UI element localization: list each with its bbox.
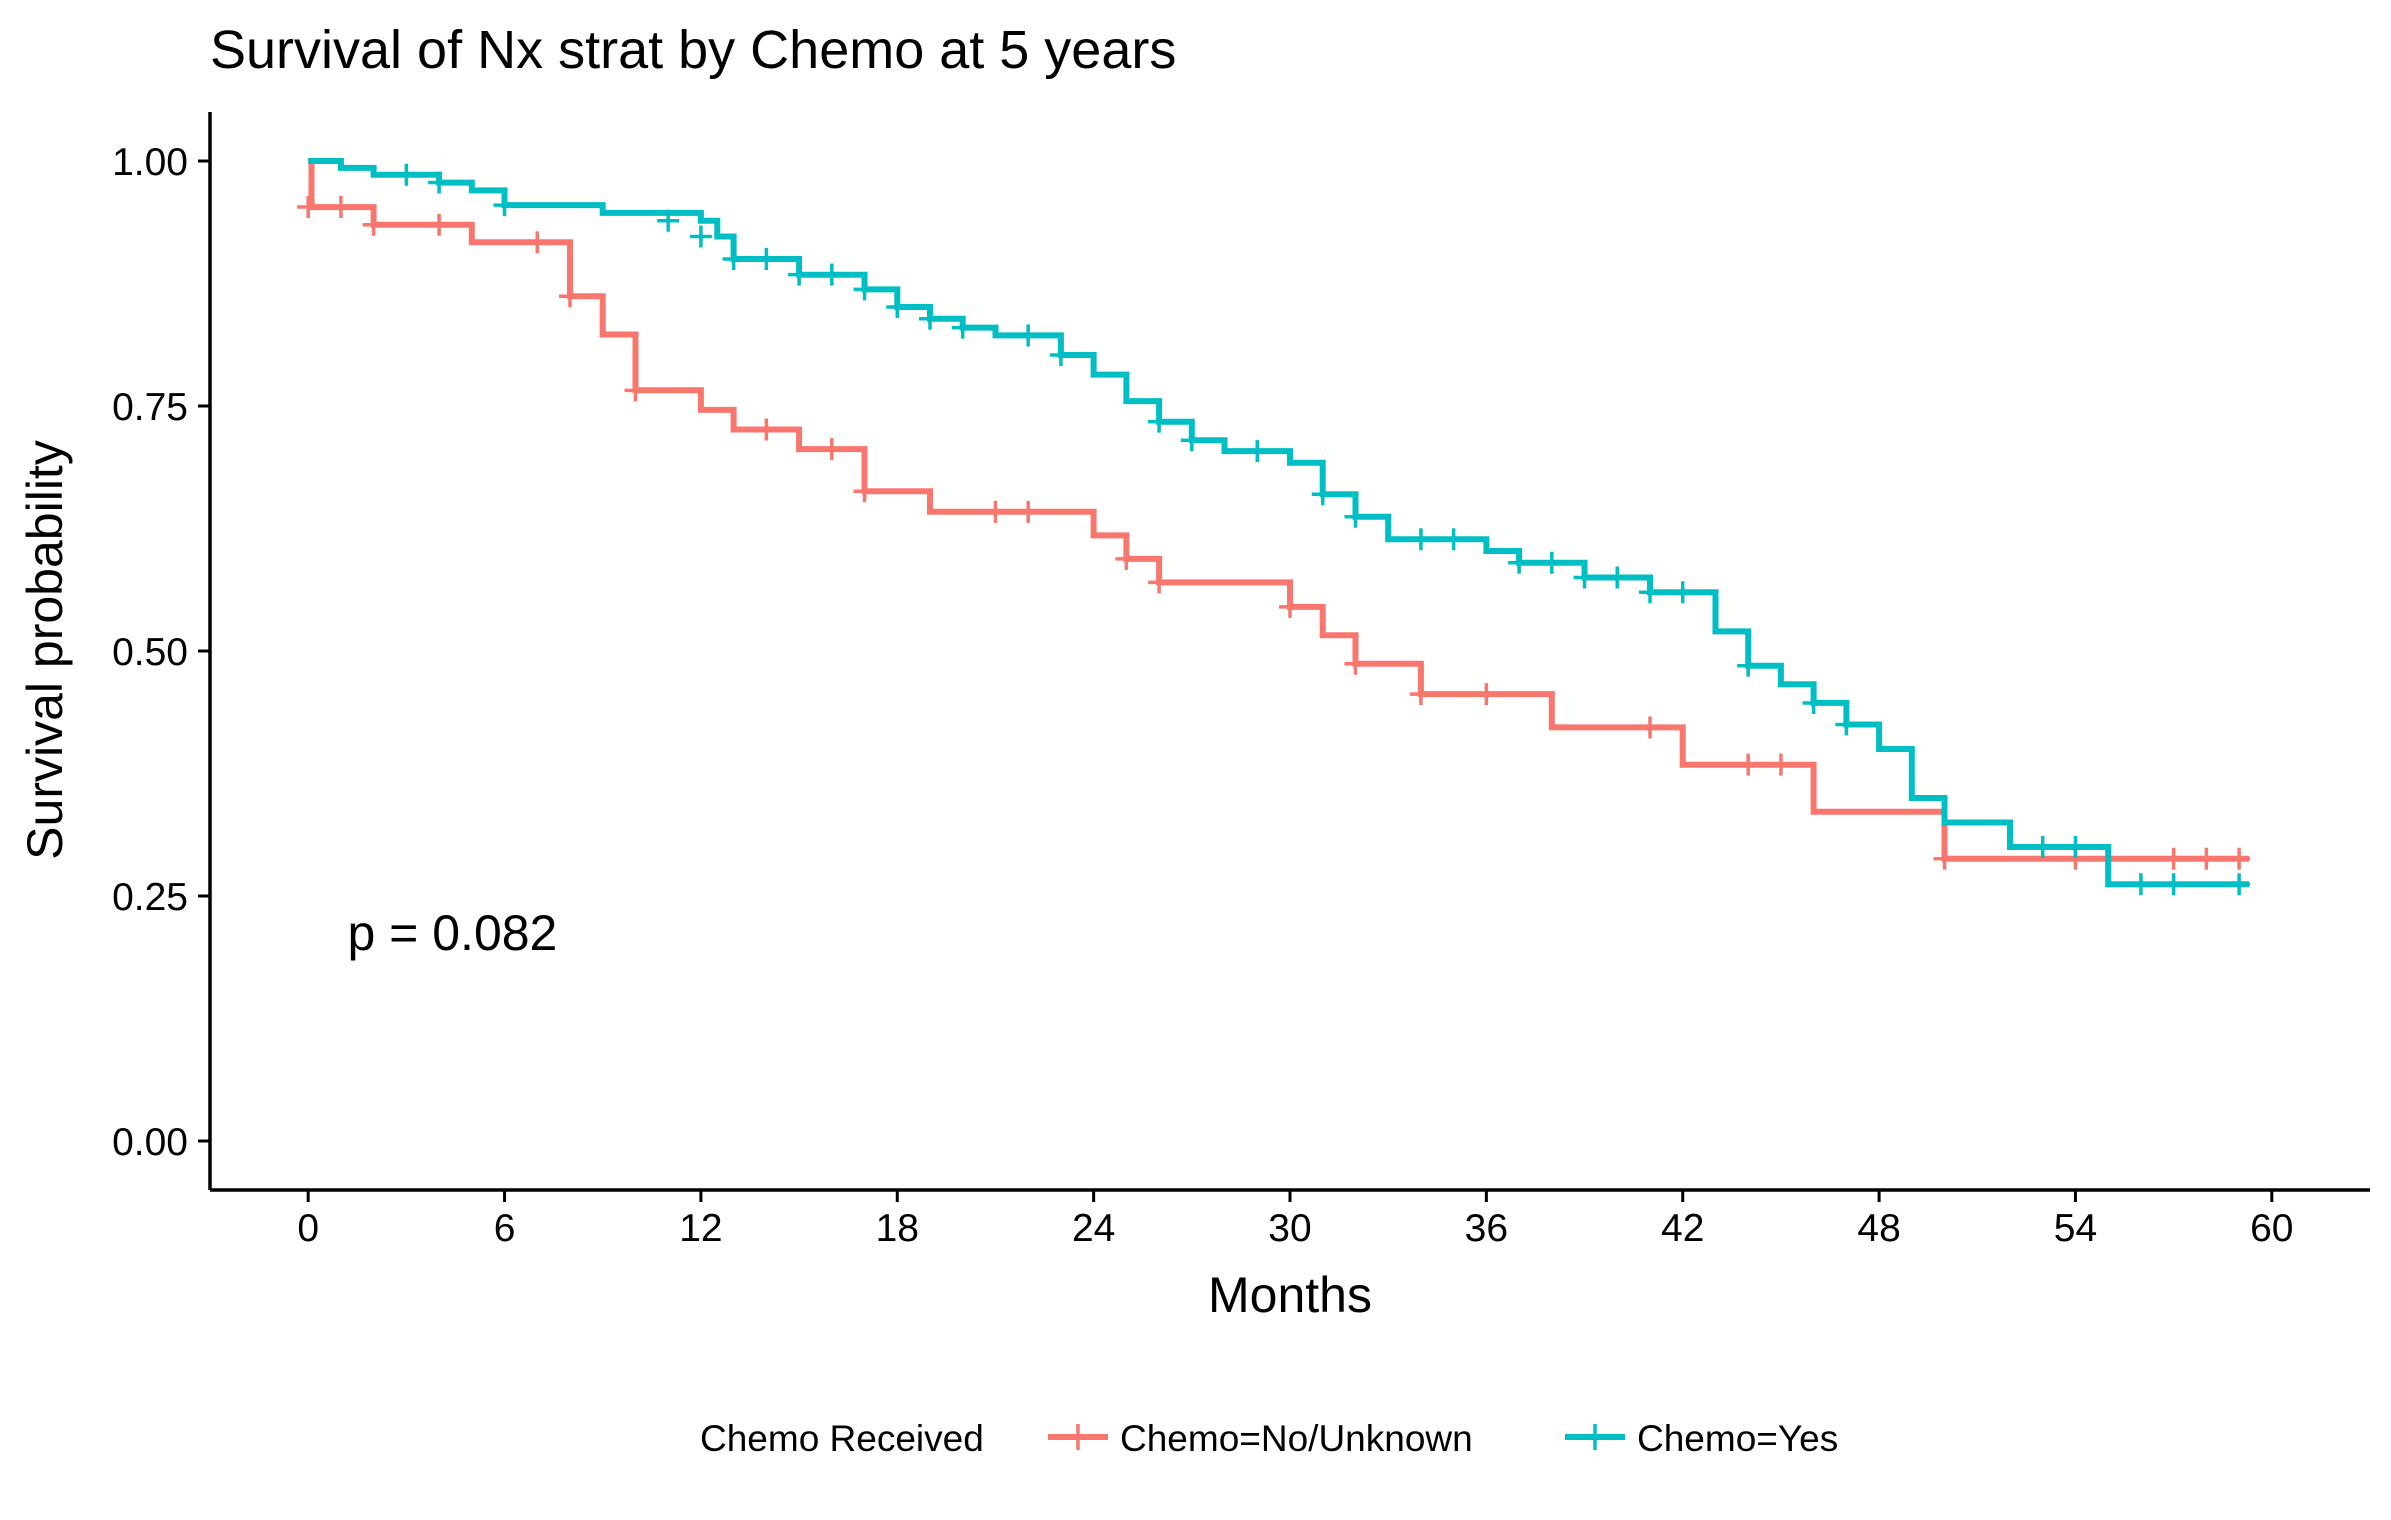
censor-mark-chemo-yes [493, 194, 516, 217]
censor-mark-chemo-yes [2162, 873, 2185, 896]
censor-mark-chemo-no-unknown [297, 196, 320, 219]
y-tick-label: 0.25 [112, 876, 188, 919]
censor-mark-chemo-yes [1639, 581, 1661, 604]
censor-mark-chemo-no-unknown [1017, 500, 1040, 523]
p-value-annotation: p = 0.082 [347, 905, 557, 961]
censor-mark-chemo-yes [1508, 551, 1531, 574]
censor-mark-chemo-no-unknown [984, 500, 1007, 523]
y-axis-title: Survival probability [17, 440, 73, 860]
censor-mark-chemo-no-unknown [755, 418, 778, 441]
censor-mark-chemo-yes [1573, 566, 1596, 589]
x-tick-label: 24 [1072, 1207, 1115, 1250]
censor-mark-chemo-yes [722, 248, 745, 270]
censor-mark-chemo-yes [1802, 691, 1825, 714]
x-tick-label: 42 [1661, 1207, 1704, 1250]
x-tick-label: 48 [1857, 1207, 1900, 1250]
censor-mark-chemo-yes [1180, 429, 1203, 452]
x-tick-label: 12 [679, 1207, 722, 1250]
censor-mark-chemo-yes [2228, 873, 2251, 896]
censor-mark-chemo-yes [1311, 483, 1334, 506]
y-tick-label: 0.00 [112, 1121, 188, 1164]
legend-items: Chemo=No/Unknown Chemo=Yes [1048, 1418, 1838, 1459]
legend-label-chemo-no-unknown: Chemo=No/Unknown [1120, 1418, 1473, 1459]
censor-mark-chemo-no-unknown [624, 379, 647, 402]
censor-mark-chemo-yes [1540, 551, 1563, 574]
x-tick-label: 36 [1465, 1207, 1508, 1250]
censor-mark-chemo-yes [1344, 505, 1367, 528]
censor-mark-chemo-yes [428, 171, 451, 194]
censor-mark-chemo-no-unknown [1639, 716, 1661, 739]
censor-mark-chemo-no-unknown [853, 480, 876, 503]
censor-mark-chemo-no-unknown [1933, 847, 1956, 870]
censor-mark-chemo-no-unknown [329, 196, 352, 219]
censor-mark-chemo-yes [1148, 410, 1171, 433]
censor-mark-chemo-no-unknown [428, 213, 451, 236]
censor-mark-chemo-no-unknown [2195, 847, 2218, 870]
censor-mark-chemo-no-unknown [820, 438, 843, 461]
legend-label-chemo-yes: Chemo=Yes [1637, 1418, 1838, 1459]
censor-mark-chemo-yes [2129, 873, 2152, 896]
censor-mark-chemo-yes [951, 316, 974, 339]
censor-mark-chemo-yes [657, 209, 680, 232]
censor-mark-chemo-yes [1246, 440, 1269, 463]
censor-mark-chemo-no-unknown [1279, 595, 1301, 618]
x-tick-label: 0 [297, 1207, 319, 1250]
censor-mark-chemo-no-unknown [1737, 753, 1760, 776]
censor-mark-chemo-no-unknown [362, 213, 385, 236]
y-axis: 0.00 0.25 0.50 0.75 1.00 [112, 112, 212, 1190]
y-tick-label: 1.00 [112, 141, 188, 184]
censor-mark-chemo-yes [2031, 836, 2054, 858]
censor-mark-chemo-yes [1409, 528, 1432, 551]
censor-mark-chemo-yes [853, 278, 876, 301]
survival-curve-chemo-yes [308, 158, 2249, 888]
chart-title: Survival of Nx strat by Chemo at 5 years [210, 20, 1176, 80]
censor-mark-chemo-no-unknown [1769, 753, 1792, 776]
x-tick-label: 6 [494, 1207, 516, 1250]
censor-mark-chemo-yes [689, 225, 712, 248]
y-tick-label: 0.75 [112, 386, 188, 429]
x-axis-title: Months [1208, 1267, 1372, 1323]
x-tick-label: 54 [2054, 1207, 2097, 1250]
censor-mark-chemo-no-unknown [2162, 847, 2185, 870]
censor-mark-chemo-yes [1049, 344, 1072, 367]
censor-mark-chemo-yes [886, 296, 909, 319]
censor-mark-chemo-yes [1442, 528, 1465, 551]
survival-curve-chemo-no-unknown [308, 158, 2249, 862]
censor-mark-chemo-no-unknown [1115, 547, 1138, 570]
x-tick-label: 60 [2250, 1207, 2293, 1250]
censor-mark-chemo-no-unknown [559, 285, 581, 308]
censor-mark-chemo-no-unknown [1475, 683, 1498, 706]
plot-area [297, 158, 2251, 896]
censor-mark-chemo-yes [1737, 654, 1760, 677]
x-tick-label: 30 [1268, 1207, 1311, 1250]
y-tick-label: 0.50 [112, 631, 188, 674]
censor-mark-chemo-yes [919, 307, 941, 330]
censor-mark-chemo-no-unknown [1409, 683, 1432, 706]
censor-mark-chemo-yes [2064, 836, 2087, 858]
legend-title: Chemo Received [700, 1418, 984, 1459]
censor-mark-chemo-yes [1835, 713, 1858, 736]
censor-mark-chemo-no-unknown [1148, 571, 1171, 594]
censor-mark-chemo-yes [788, 263, 811, 286]
censor-mark-chemo-no-unknown [1344, 652, 1367, 675]
x-axis: 0 6 12 18 24 30 36 42 48 54 60 [210, 1188, 2370, 1250]
censor-mark-chemo-no-unknown [2228, 847, 2251, 870]
censor-mark-chemo-yes [755, 248, 778, 270]
legend: Chemo Received Chemo=No/Unknown Chemo=Yes [700, 1418, 1838, 1459]
censor-mark-chemo-yes [1017, 324, 1040, 347]
censor-mark-chemo-yes [820, 263, 843, 286]
censor-mark-chemo-yes [1606, 566, 1629, 589]
censor-mark-chemo-yes [395, 163, 418, 186]
x-tick-label: 18 [876, 1207, 919, 1250]
censor-mark-chemo-no-unknown [526, 231, 549, 254]
censor-mark-chemo-yes [1671, 581, 1694, 604]
